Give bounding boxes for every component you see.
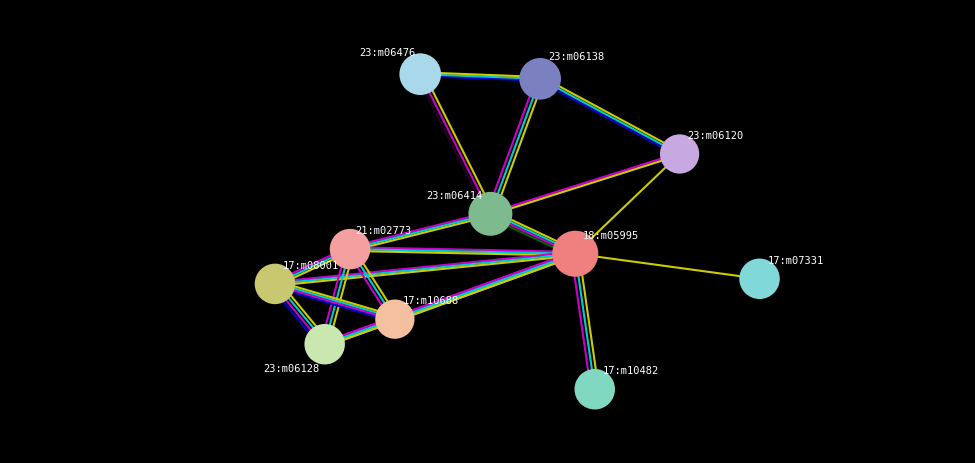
- Point: [412, 71, 428, 79]
- Point: [587, 386, 603, 393]
- Point: [483, 211, 498, 218]
- Text: 17:m08001: 17:m08001: [283, 260, 339, 270]
- Point: [317, 341, 332, 348]
- Text: 17:m07331: 17:m07331: [767, 255, 824, 265]
- Point: [342, 246, 358, 253]
- Text: 23:m06138: 23:m06138: [548, 52, 604, 62]
- Point: [387, 316, 403, 323]
- Point: [752, 275, 767, 283]
- Text: 23:m06476: 23:m06476: [359, 47, 415, 57]
- Text: 23:m06120: 23:m06120: [687, 131, 744, 141]
- Text: 17:m10688: 17:m10688: [403, 295, 459, 306]
- Text: 23:m06128: 23:m06128: [263, 363, 320, 373]
- Text: 23:m06414: 23:m06414: [426, 190, 483, 200]
- Point: [532, 76, 548, 83]
- Point: [672, 151, 687, 158]
- Text: 21:m02773: 21:m02773: [355, 225, 411, 236]
- Text: 17:m10482: 17:m10482: [603, 365, 659, 375]
- Point: [267, 281, 283, 288]
- Text: 18:m05995: 18:m05995: [583, 230, 640, 240]
- Point: [567, 250, 583, 258]
